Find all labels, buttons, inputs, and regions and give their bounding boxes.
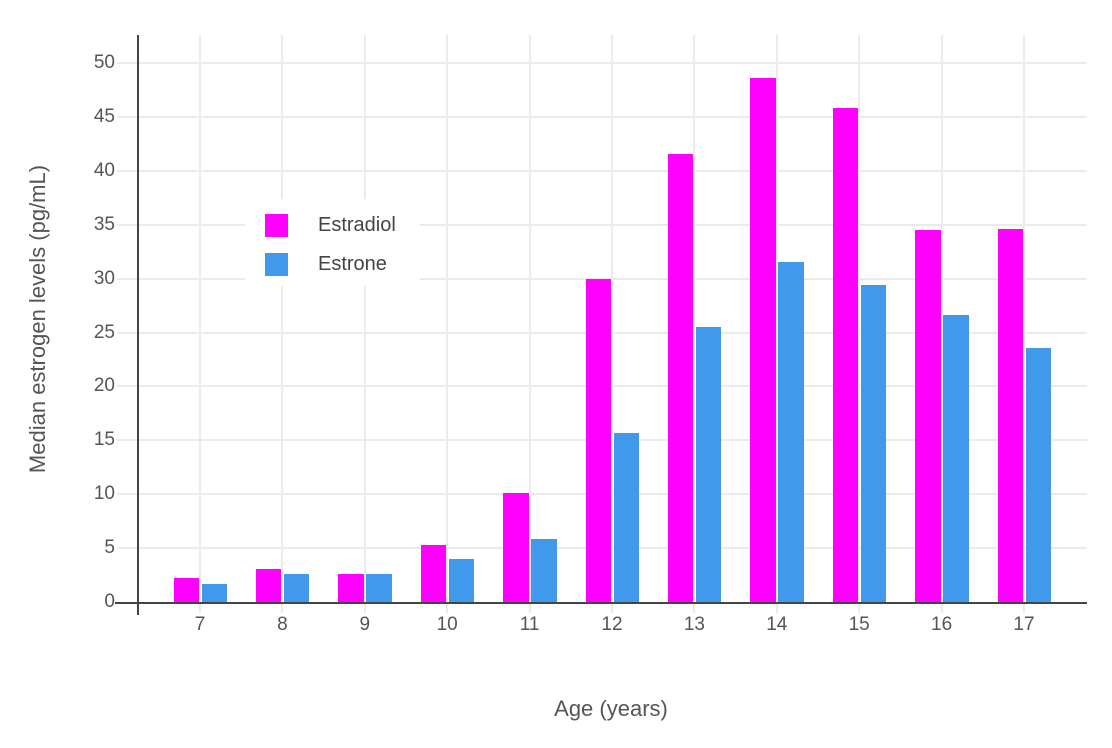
y-tick-label: 30 bbox=[93, 267, 115, 289]
bar-estrone-age-17[interactable] bbox=[1025, 347, 1051, 602]
x-tick-mark bbox=[693, 604, 696, 613]
bar-estrone-age-9[interactable] bbox=[366, 573, 392, 602]
y-tick-mark bbox=[117, 385, 137, 388]
legend-item-estrone[interactable]: Estrone bbox=[265, 252, 396, 276]
bar-estradiol-age-13[interactable] bbox=[667, 153, 694, 602]
bar-estrone-age-11[interactable] bbox=[531, 539, 557, 602]
y-tick-mark bbox=[117, 547, 137, 550]
y-tick-label: 0 bbox=[104, 591, 115, 612]
bar-estradiol-age-10[interactable] bbox=[420, 544, 447, 602]
x-axis-corner-extension bbox=[115, 602, 139, 604]
y-tick-label: 35 bbox=[93, 213, 115, 235]
gridline bbox=[139, 547, 1087, 550]
x-tick-label: 16 bbox=[931, 614, 953, 635]
gridline bbox=[363, 35, 366, 602]
gridline bbox=[281, 35, 284, 602]
gridline bbox=[199, 35, 201, 602]
y-tick-label: 40 bbox=[93, 159, 115, 181]
y-tick-mark bbox=[117, 169, 137, 172]
bar-estrone-age-7[interactable] bbox=[201, 583, 227, 602]
x-tick-mark bbox=[199, 604, 201, 613]
bar-estradiol-age-12[interactable] bbox=[585, 278, 611, 602]
x-tick-label: 7 bbox=[194, 614, 206, 635]
x-tick-label: 15 bbox=[848, 614, 870, 635]
bar-estrone-age-14[interactable] bbox=[778, 262, 804, 602]
y-tick-mark bbox=[117, 115, 137, 118]
estradiol-color-swatch-icon bbox=[265, 213, 288, 237]
bar-estradiol-age-15[interactable] bbox=[832, 108, 859, 602]
bar-estradiol-age-11[interactable] bbox=[503, 493, 529, 602]
x-tick-mark bbox=[940, 604, 943, 613]
gridline bbox=[139, 277, 1087, 280]
y-tick-label: 5 bbox=[104, 537, 115, 559]
y-tick-label: 45 bbox=[93, 105, 115, 127]
y-axis-title: Median estrogen levels (pg/mL) bbox=[25, 164, 50, 474]
gridline bbox=[139, 223, 1087, 226]
legend-item-estradiol[interactable]: Estradiol bbox=[265, 213, 396, 237]
gridline bbox=[139, 439, 1087, 442]
bar-estrone-age-12[interactable] bbox=[613, 432, 639, 602]
x-tick-mark bbox=[281, 604, 284, 613]
x-tick-label: 8 bbox=[277, 614, 288, 635]
gridline bbox=[1023, 35, 1025, 602]
bar-estradiol-age-8[interactable] bbox=[255, 568, 282, 602]
y-tick-label: 25 bbox=[93, 321, 115, 343]
gridline bbox=[139, 169, 1087, 172]
x-tick-label: 13 bbox=[683, 614, 705, 635]
y-axis-corner-extension bbox=[137, 604, 139, 615]
y-tick-mark bbox=[117, 223, 137, 226]
gridline bbox=[139, 115, 1087, 118]
bar-estrone-age-13[interactable] bbox=[695, 327, 722, 602]
bar-estradiol-age-14[interactable] bbox=[750, 78, 776, 602]
bar-estrone-age-10[interactable] bbox=[448, 558, 475, 602]
x-axis-title: Age (years) bbox=[554, 696, 668, 721]
gridline bbox=[775, 35, 778, 602]
y-tick-label: 15 bbox=[93, 429, 115, 451]
legend-label-estradiol: Estradiol bbox=[318, 214, 396, 236]
y-tick-label: 10 bbox=[93, 483, 115, 505]
gridline bbox=[611, 35, 613, 602]
bar-estradiol-age-16[interactable] bbox=[915, 230, 941, 602]
plot-area: 0 5 10 15 20 25 30 35 40 45 50 7 8 9 10 11 12 13 14 15 16 17 bbox=[94, 35, 1087, 635]
bar-estrone-age-15[interactable] bbox=[860, 285, 887, 602]
x-tick-label: 10 bbox=[436, 614, 458, 635]
y-tick-mark bbox=[117, 439, 137, 442]
gridline bbox=[940, 35, 943, 602]
bar-estrone-age-16[interactable] bbox=[943, 315, 969, 602]
legend: Estradiol Estrone bbox=[245, 199, 420, 286]
x-tick-label: 14 bbox=[766, 614, 788, 635]
estrone-color-swatch-icon bbox=[265, 252, 288, 276]
x-tick-label: 12 bbox=[601, 614, 623, 635]
bar-estradiol-age-9[interactable] bbox=[338, 573, 364, 602]
gridline bbox=[693, 35, 696, 602]
x-tick-label: 17 bbox=[1013, 614, 1035, 635]
x-tick-mark bbox=[1023, 604, 1025, 613]
gridline bbox=[139, 385, 1087, 388]
x-tick-label: 9 bbox=[359, 614, 371, 635]
gridline bbox=[528, 35, 531, 602]
gridline bbox=[139, 493, 1087, 496]
y-tick-label: 20 bbox=[93, 375, 115, 397]
x-tick-mark bbox=[363, 604, 366, 613]
gridline bbox=[139, 62, 1087, 65]
x-tick-label: 11 bbox=[519, 614, 540, 635]
bar-estradiol-age-7[interactable] bbox=[173, 578, 199, 602]
x-tick-mark bbox=[528, 604, 531, 613]
y-tick-mark bbox=[117, 331, 137, 334]
x-tick-mark bbox=[858, 604, 861, 613]
x-tick-mark bbox=[446, 604, 449, 613]
gridline bbox=[139, 331, 1087, 334]
y-tick-mark bbox=[117, 277, 137, 280]
x-tick-mark bbox=[611, 604, 613, 613]
gridline bbox=[858, 35, 861, 602]
y-tick-mark bbox=[117, 62, 137, 65]
legend-label-estrone: Estrone bbox=[318, 253, 387, 275]
gridline bbox=[446, 35, 449, 602]
y-tick-mark bbox=[117, 493, 137, 496]
bar-estradiol-age-17[interactable] bbox=[997, 229, 1023, 602]
bar-estrone-age-8[interactable] bbox=[283, 573, 310, 602]
x-tick-mark bbox=[775, 604, 778, 613]
y-tick-label: 50 bbox=[93, 52, 115, 74]
